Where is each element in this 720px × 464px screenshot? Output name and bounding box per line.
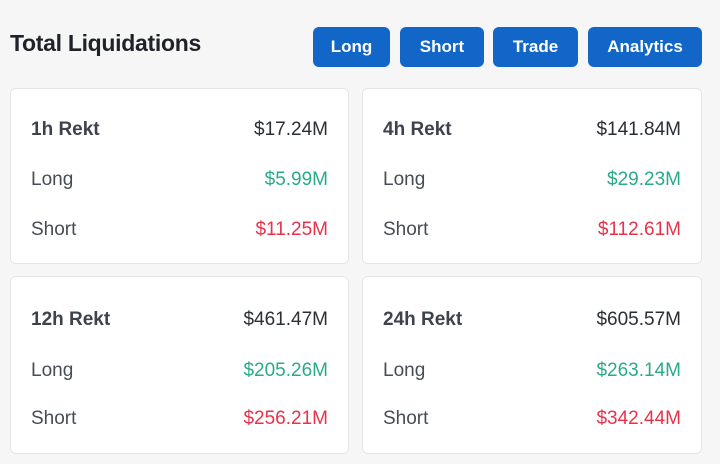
card-24h: 24h Rekt $605.57M Long $263.14M Short $3… (362, 276, 702, 454)
short-value: $256.21M (243, 408, 328, 429)
long-label: Long (383, 360, 426, 381)
short-button[interactable]: Short (400, 27, 484, 67)
total-row: 1h Rekt $17.24M (31, 118, 328, 142)
total-value: $605.57M (596, 309, 681, 330)
long-label: Long (383, 169, 426, 190)
page-title: Total Liquidations (10, 30, 201, 56)
short-label: Short (383, 408, 429, 429)
short-label: Short (31, 219, 77, 240)
period-label: 12h Rekt (31, 309, 111, 330)
short-row: Short $256.21M (31, 407, 328, 431)
short-value: $112.61M (597, 219, 681, 240)
trade-button[interactable]: Trade (493, 27, 578, 67)
card-1h: 1h Rekt $17.24M Long $5.99M Short $11.25… (10, 88, 349, 264)
total-row: 24h Rekt $605.57M (383, 308, 681, 332)
long-row: Long $205.26M (31, 359, 328, 383)
card-4h: 4h Rekt $141.84M Long $29.23M Short $112… (362, 88, 702, 264)
period-label: 24h Rekt (383, 309, 463, 330)
long-row: Long $29.23M (383, 168, 681, 192)
long-label: Long (31, 169, 74, 190)
long-label: Long (31, 360, 74, 381)
period-label: 4h Rekt (383, 119, 452, 140)
short-value: $11.25M (255, 219, 328, 240)
long-value: $205.26M (243, 360, 328, 381)
card-12h: 12h Rekt $461.47M Long $205.26M Short $2… (10, 276, 349, 454)
long-row: Long $263.14M (383, 359, 681, 383)
total-row: 4h Rekt $141.84M (383, 118, 681, 142)
analytics-button[interactable]: Analytics (588, 27, 702, 67)
long-row: Long $5.99M (31, 168, 328, 192)
total-value: $461.47M (243, 309, 328, 330)
long-value: $263.14M (596, 360, 681, 381)
long-value: $5.99M (264, 169, 328, 190)
total-value: $17.24M (254, 119, 328, 140)
long-button[interactable]: Long (313, 27, 390, 67)
short-label: Short (31, 408, 77, 429)
short-value: $342.44M (596, 408, 681, 429)
short-label: Short (383, 219, 429, 240)
short-row: Short $342.44M (383, 407, 681, 431)
long-value: $29.23M (607, 169, 681, 190)
period-label: 1h Rekt (31, 119, 100, 140)
short-row: Short $11.25M (31, 218, 328, 242)
total-row: 12h Rekt $461.47M (31, 308, 328, 332)
header: Total Liquidations Long Short Trade Anal… (0, 0, 720, 86)
total-value: $141.84M (596, 119, 681, 140)
short-row: Short $112.61M (383, 218, 681, 242)
